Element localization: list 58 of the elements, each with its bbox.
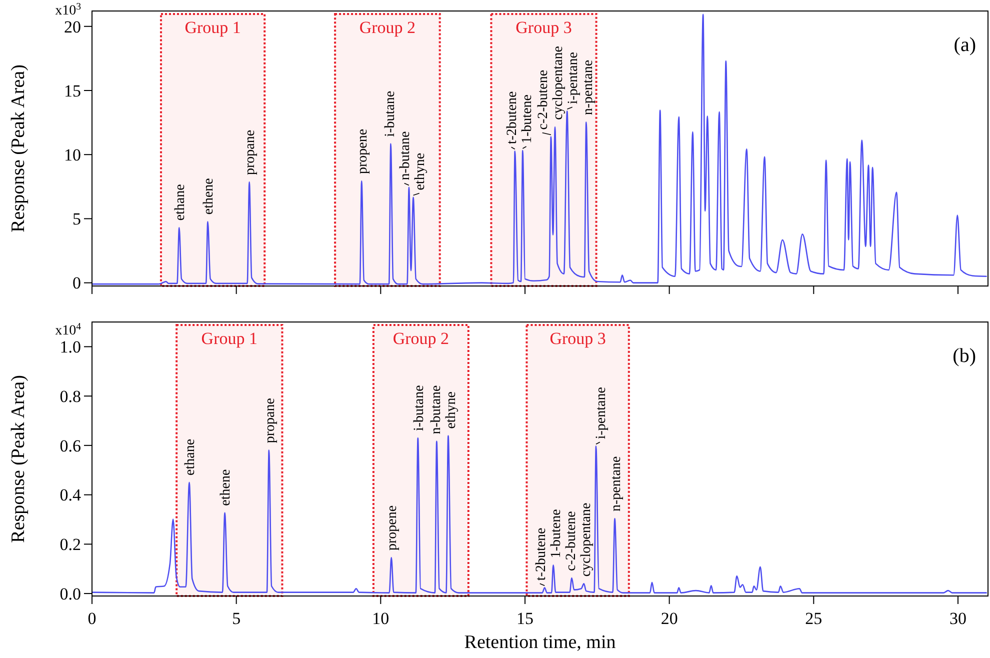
x-tick-label: 0 — [88, 609, 96, 628]
y-tick-label: 0.6 — [60, 436, 81, 456]
text: x10$^{3}$ — [55, 0, 82, 18]
annotation: ethyne — [444, 391, 459, 429]
y-tick-label: 0.8 — [60, 387, 81, 406]
annotation: ethane — [183, 438, 198, 476]
x-tick-label: 20 — [660, 609, 678, 628]
band-label: Group 2 — [359, 18, 416, 37]
annotation: propene — [356, 128, 371, 174]
annotation: (b) — [952, 345, 976, 367]
annotation: t-2butene — [534, 528, 549, 581]
band-label: Group 1 — [201, 329, 258, 348]
annotation: propane — [243, 130, 258, 176]
band-label: Group 2 — [392, 329, 450, 348]
annotation: i-butane — [383, 90, 398, 137]
annotation: i-pentane — [566, 52, 582, 104]
x-tick-label: 10 — [372, 609, 390, 628]
annotation: n-pentane — [581, 60, 596, 116]
y-axis-title: Response (Peak Area) — [8, 64, 29, 232]
y-tick-label: 0.0 — [60, 584, 81, 604]
y-tick-label: 0.2 — [60, 535, 81, 554]
y-tick-label: 10 — [64, 146, 81, 165]
annotation: n-butane — [398, 131, 414, 180]
annotation: t-2butene — [505, 91, 520, 144]
x-axis-title: Retention time, min — [464, 632, 616, 653]
annotation: 1-butene — [520, 94, 536, 144]
annotation: i-pentane — [594, 387, 609, 440]
annotation: i-butane — [412, 385, 427, 432]
annotation: n-pentane — [608, 456, 624, 512]
y-tick-label: 20 — [64, 17, 81, 36]
annotation: ethane — [173, 184, 188, 221]
annotation: ethyne — [413, 152, 428, 190]
band-label: Group 1 — [184, 18, 241, 37]
text: x10$^{4}$ — [55, 321, 82, 339]
annotation: cyclopentane — [578, 502, 594, 577]
band-label: Group 3 — [550, 329, 606, 348]
x-tick-label: 5 — [232, 609, 241, 628]
y-tick-label: 15 — [64, 81, 81, 100]
x-tick-label: 15 — [516, 609, 534, 628]
annotation: 1-butene — [548, 509, 564, 558]
annotation: c-2-butene — [536, 70, 552, 130]
annotation: ethene — [218, 469, 234, 506]
annotation: (a) — [954, 34, 976, 56]
y-tick-label: 5 — [72, 210, 81, 229]
x-tick-label: 25 — [805, 609, 822, 628]
annotation: ethene — [202, 178, 217, 215]
y-tick-label: 0.4 — [60, 486, 82, 505]
annotation: c-2-butene — [564, 511, 579, 571]
annotation: cyclopentane — [551, 46, 566, 120]
band-label: Group 3 — [516, 18, 572, 37]
x-tick-label: 30 — [949, 609, 966, 628]
y-tick-label: 1.0 — [60, 338, 81, 357]
annotation: n-butane — [428, 385, 444, 434]
line-series — [91, 14, 988, 285]
annotation: propene — [385, 505, 400, 550]
y-axis-title: Response (Peak Area) — [8, 375, 29, 543]
annotation: propane — [262, 398, 278, 444]
y-tick-label: 0 — [72, 274, 81, 293]
